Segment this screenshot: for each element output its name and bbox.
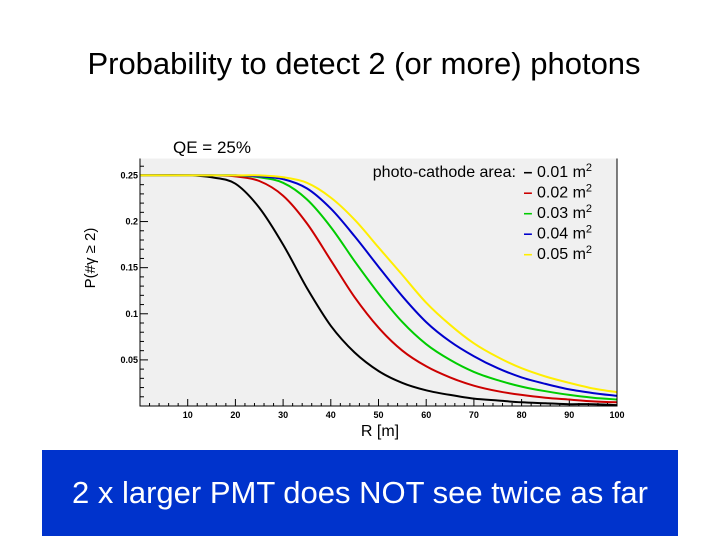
- x-axis-label: R [m]: [361, 423, 399, 440]
- y-tick-label: 0.05: [120, 355, 138, 365]
- y-tick-label: 0.1: [125, 309, 138, 319]
- chart-title: QE = 25%: [173, 138, 251, 157]
- legend-marker: –: [524, 185, 533, 202]
- legend-title: photo-cathode area:: [373, 164, 516, 181]
- legend-marker: –: [524, 205, 533, 222]
- legend-entry: 0.01 m2: [537, 162, 592, 181]
- series-line-0.01: [139, 174, 618, 407]
- footer-banner: 2 x larger PMT does NOT see twice as far: [42, 450, 678, 536]
- footer-text: 2 x larger PMT does NOT see twice as far: [71, 475, 648, 510]
- y-tick-label: 0.2: [125, 217, 138, 227]
- legend-entry: 0.02 m2: [537, 183, 592, 202]
- y-tick-label: 0.25: [120, 170, 138, 180]
- legend-marker: –: [524, 164, 533, 181]
- x-tick-label: 10: [183, 410, 193, 420]
- slide-title: Probability to detect 2 (or more) photon…: [87, 46, 641, 81]
- x-tick-label: 80: [517, 410, 527, 420]
- series-lines: [139, 174, 618, 407]
- series-line-0.05: [139, 174, 618, 394]
- plot-background: [140, 157, 617, 406]
- legend-entry: 0.04 m2: [537, 224, 592, 243]
- chart: 10 20 30 40 50 60 70 80 90 1000.050.10.150.20.25 …: [82, 138, 625, 440]
- x-tick-label: 50: [373, 410, 383, 420]
- x-tick-label: 100: [609, 410, 624, 420]
- x-tick-label: 30: [278, 410, 288, 420]
- legend-marker: –: [524, 246, 533, 263]
- y-tick-label: 0.15: [120, 263, 138, 273]
- x-tick-label: 60: [421, 410, 431, 420]
- legend-marker: –: [524, 226, 533, 243]
- x-tick-label: 20: [230, 410, 240, 420]
- ticks: 10 20 30 40 50 60 70 80 90 100 0.05 0.1 0.15 0.2 0.25: [120, 165, 625, 420]
- series-line-0.02: [139, 174, 618, 404]
- x-tick-label: 70: [469, 410, 479, 420]
- y-axis-label: P(#γ ≥ 2): [82, 228, 99, 289]
- x-tick-label: 90: [564, 410, 574, 420]
- legend-entry: 0.05 m2: [537, 244, 592, 263]
- legend: photo-cathode area: –0.01 m2– 0.02 m2– 0.03…: [373, 162, 592, 263]
- legend-entry: 0.03 m2: [537, 203, 592, 222]
- x-tick-label: 40: [326, 410, 336, 420]
